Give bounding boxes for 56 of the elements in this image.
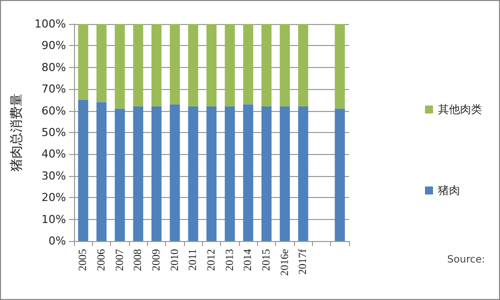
y-tick-label: 90% [42, 39, 66, 52]
y-tick-label: 40% [42, 148, 66, 161]
source-note: Source: [447, 254, 486, 266]
bar [133, 106, 144, 241]
legend-label: 其他肉类 [438, 103, 482, 116]
x-tick-label: 2017f [297, 248, 310, 275]
y-tick-label: 0% [48, 234, 66, 248]
bar [78, 100, 88, 241]
x-tick-label: 2006 [96, 248, 108, 271]
bar [114, 24, 125, 109]
bar [188, 106, 198, 241]
bar [151, 24, 162, 106]
x-tick-label: 2015 [260, 248, 272, 271]
bar [243, 104, 254, 241]
bar [261, 24, 272, 106]
bar [78, 24, 88, 100]
y-tick-label: 50% [42, 126, 66, 139]
bar [96, 24, 107, 102]
bar [170, 104, 180, 241]
bar [224, 106, 235, 241]
bar [206, 24, 217, 106]
bar [188, 24, 198, 106]
x-tick-label: 2011 [187, 249, 200, 271]
bar [243, 24, 254, 104]
bar [224, 24, 235, 106]
y-tick-label: 10% [42, 212, 66, 226]
y-tick-label: 30% [42, 169, 66, 182]
x-tick-label: 2009 [150, 248, 162, 271]
y-tick-label: 100% [34, 18, 66, 30]
x-tick-label: 2008 [132, 248, 144, 271]
x-tick-label: 2010 [168, 248, 181, 271]
bar [298, 106, 308, 241]
x-tick-label: 2014 [242, 248, 254, 271]
y-tick-label: 20% [42, 191, 66, 204]
bar [298, 24, 308, 106]
bar [261, 106, 272, 241]
x-tick-label: 2013 [224, 248, 236, 271]
x-tick-label: 2005 [77, 248, 90, 271]
bar [280, 24, 290, 106]
y-axis-title: 猪肉总消费量 [10, 94, 25, 172]
x-tick-label: 2007 [114, 248, 126, 271]
bar [334, 108, 345, 241]
x-tick-label: 2012 [206, 249, 218, 271]
bar [96, 102, 107, 241]
bar [206, 106, 217, 241]
y-tick-label: 80% [42, 60, 66, 74]
bar [334, 24, 345, 109]
bar [114, 108, 125, 241]
y-tick-label: 60% [42, 104, 66, 118]
x-tick-label: 2016e [278, 248, 291, 276]
bar [151, 106, 162, 241]
bar [280, 106, 290, 241]
bar [170, 24, 180, 104]
y-tick-label: 70% [42, 82, 66, 96]
bar [133, 24, 144, 106]
legend-label: 猪肉 [438, 184, 460, 197]
